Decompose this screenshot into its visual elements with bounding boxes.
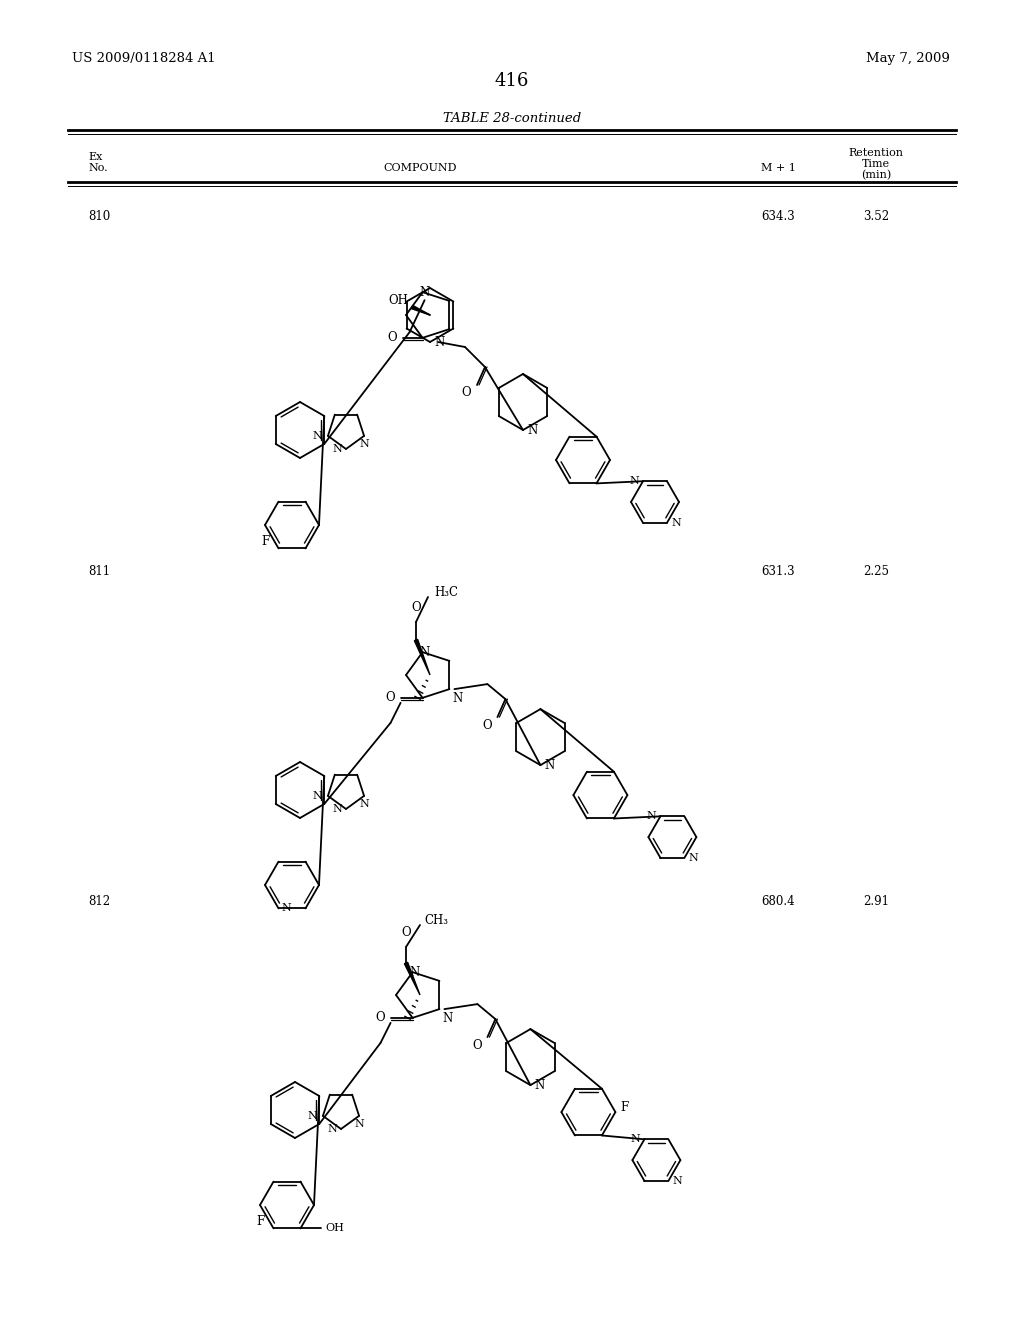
Text: N: N xyxy=(312,791,323,801)
Text: N: N xyxy=(688,853,698,863)
Text: 680.4: 680.4 xyxy=(761,895,795,908)
Text: N: N xyxy=(527,424,538,437)
Text: N: N xyxy=(673,1176,682,1185)
Text: 416: 416 xyxy=(495,73,529,90)
Text: 2.25: 2.25 xyxy=(863,565,889,578)
Text: H₃C: H₃C xyxy=(434,586,458,598)
Text: N: N xyxy=(420,285,430,298)
Text: N: N xyxy=(647,812,656,821)
Text: 811: 811 xyxy=(88,565,111,578)
Text: M + 1: M + 1 xyxy=(761,162,796,173)
Text: Time: Time xyxy=(862,158,890,169)
Text: O: O xyxy=(387,331,396,345)
Text: N: N xyxy=(328,1125,337,1134)
Text: N: N xyxy=(442,1012,453,1026)
Text: N: N xyxy=(453,692,463,705)
Text: 3.52: 3.52 xyxy=(863,210,889,223)
Text: O: O xyxy=(482,718,493,731)
Text: N: N xyxy=(359,799,369,809)
Text: Ex: Ex xyxy=(88,152,102,162)
Text: N: N xyxy=(535,1078,545,1092)
Polygon shape xyxy=(404,962,420,995)
Text: O: O xyxy=(375,1011,385,1024)
Text: No.: No. xyxy=(88,162,108,173)
Text: F: F xyxy=(256,1214,264,1228)
Text: N: N xyxy=(354,1119,364,1129)
Text: May 7, 2009: May 7, 2009 xyxy=(866,51,950,65)
Text: (min): (min) xyxy=(861,170,891,181)
Text: CH₃: CH₃ xyxy=(424,915,449,928)
Text: N: N xyxy=(332,804,342,814)
Text: F: F xyxy=(261,535,269,548)
Text: US 2009/0118284 A1: US 2009/0118284 A1 xyxy=(72,51,216,65)
Text: O: O xyxy=(412,601,421,614)
Text: N: N xyxy=(307,1111,317,1121)
Text: N: N xyxy=(545,759,555,772)
Text: N: N xyxy=(671,517,681,528)
Text: TABLE 28-continued: TABLE 28-continued xyxy=(442,112,582,125)
Text: 631.3: 631.3 xyxy=(761,565,795,578)
Text: 812: 812 xyxy=(88,895,111,908)
Text: OH: OH xyxy=(326,1224,344,1233)
Polygon shape xyxy=(415,639,430,675)
Text: N: N xyxy=(410,966,420,978)
Text: O: O xyxy=(401,927,411,939)
Text: Retention: Retention xyxy=(849,148,903,158)
Text: N: N xyxy=(312,432,323,441)
Text: 810: 810 xyxy=(88,210,111,223)
Text: N: N xyxy=(434,335,444,348)
Text: N: N xyxy=(630,477,639,486)
Text: O: O xyxy=(385,692,394,705)
Text: COMPOUND: COMPOUND xyxy=(383,162,457,173)
Text: 634.3: 634.3 xyxy=(761,210,795,223)
Text: N: N xyxy=(282,903,291,913)
Polygon shape xyxy=(412,305,430,315)
Text: 2.91: 2.91 xyxy=(863,895,889,908)
Text: F: F xyxy=(621,1101,629,1114)
Text: N: N xyxy=(359,438,369,449)
Text: O: O xyxy=(473,1039,482,1052)
Text: N: N xyxy=(332,444,342,454)
Text: N: N xyxy=(631,1134,640,1144)
Text: O: O xyxy=(462,387,471,400)
Text: OH: OH xyxy=(388,293,408,306)
Text: N: N xyxy=(420,645,430,659)
